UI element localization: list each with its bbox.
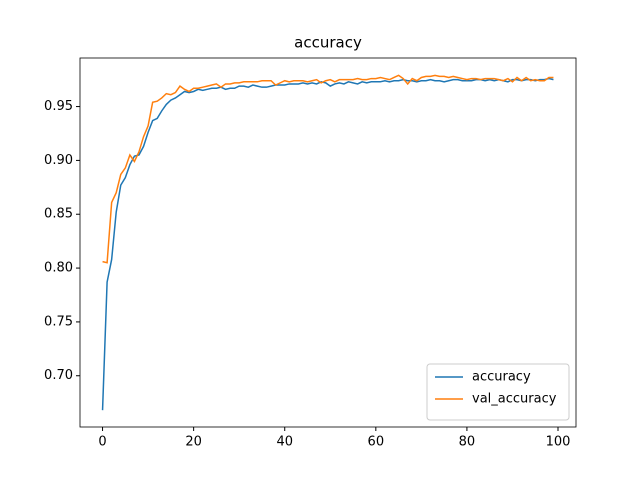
x-tick-label: 80 [459,435,476,450]
y-tick-label: 0.80 [44,261,73,276]
x-tick-label: 0 [98,435,106,450]
legend-label: accuracy [472,370,531,385]
legend-label: val_accuracy [472,392,557,407]
y-tick-label: 0.70 [44,368,73,383]
x-tick-label: 60 [368,435,385,450]
y-tick-label: 0.75 [44,314,73,329]
y-tick-label: 0.95 [44,99,73,114]
x-tick-label: 20 [185,435,202,450]
line-series [102,74,554,264]
legend-box [426,363,570,421]
plot-frame [79,57,577,428]
chart-title: accuracy [294,34,362,52]
x-tick-label: 40 [276,435,293,450]
y-tick-label: 0.90 [44,153,73,168]
x-tick-label: 100 [546,435,571,450]
y-tick-label: 0.85 [44,207,73,222]
legend: accuracy val_accuracy [426,363,570,421]
